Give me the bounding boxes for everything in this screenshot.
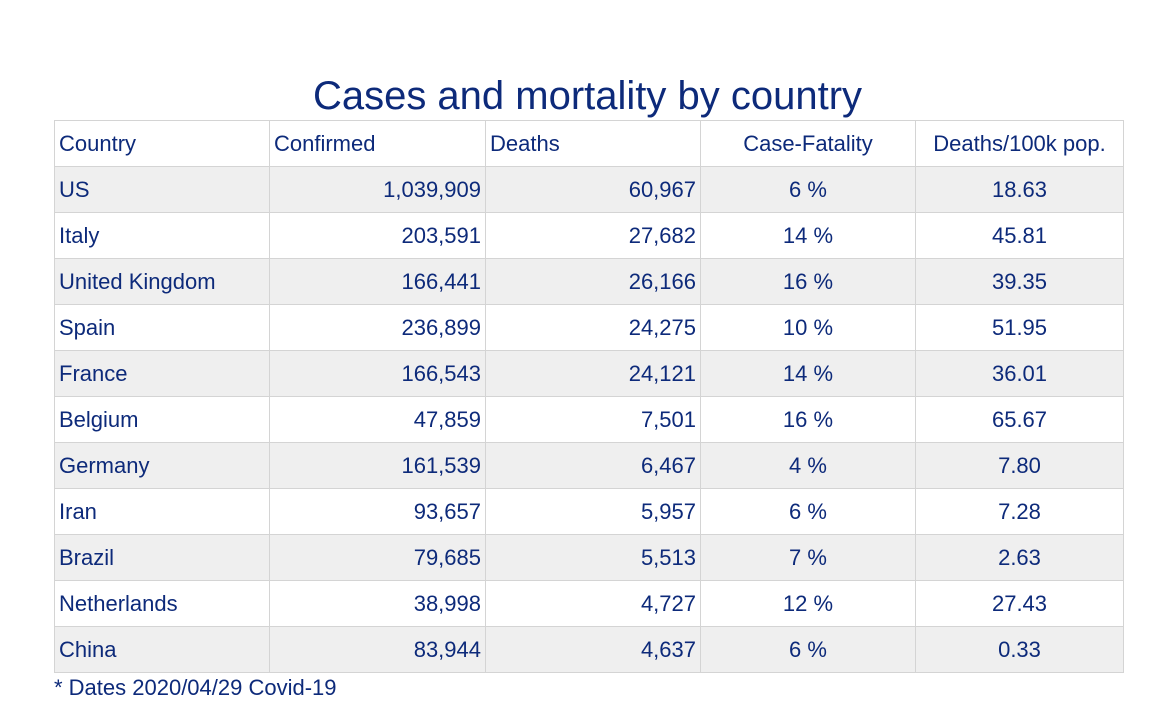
deaths-cell: 24,275 [485, 304, 701, 351]
deaths-per-100k-cell: 2.63 [915, 534, 1124, 581]
deaths-cell: 60,967 [485, 166, 701, 213]
country-cell: Italy [54, 212, 270, 259]
deaths-cell: 4,637 [485, 626, 701, 673]
case-fatality-cell: 6 % [700, 488, 916, 535]
country-cell: China [54, 626, 270, 673]
table-row: US 1,039,909 60,967 6 % 18.63 [54, 166, 1124, 213]
confirmed-cell: 83,944 [269, 626, 486, 673]
case-fatality-cell: 14 % [700, 212, 916, 259]
case-fatality-cell: 14 % [700, 350, 916, 397]
table-row: China 83,944 4,637 6 % 0.33 [54, 626, 1124, 673]
table-row: Netherlands 38,998 4,727 12 % 27.43 [54, 580, 1124, 627]
country-cell: Iran [54, 488, 270, 535]
deaths-cell: 5,513 [485, 534, 701, 581]
case-fatality-cell: 16 % [700, 396, 916, 443]
country-cell: Brazil [54, 534, 270, 581]
deaths-per-100k-cell: 0.33 [915, 626, 1124, 673]
deaths-cell: 27,682 [485, 212, 701, 259]
confirmed-cell: 79,685 [269, 534, 486, 581]
case-fatality-cell: 10 % [700, 304, 916, 351]
deaths-cell: 5,957 [485, 488, 701, 535]
table-row: Belgium 47,859 7,501 16 % 65.67 [54, 396, 1124, 443]
confirmed-cell: 203,591 [269, 212, 486, 259]
header-row: Country Confirmed Deaths Case-Fatality D… [54, 120, 1124, 167]
table-row: Iran 93,657 5,957 6 % 7.28 [54, 488, 1124, 535]
case-fatality-cell: 6 % [700, 166, 916, 213]
column-header-confirmed: Confirmed [269, 120, 486, 167]
country-cell: Netherlands [54, 580, 270, 627]
column-header-country: Country [54, 120, 270, 167]
footnote: * Dates 2020/04/29 Covid-19 [54, 675, 337, 700]
case-fatality-cell: 12 % [700, 580, 916, 627]
case-fatality-cell: 16 % [700, 258, 916, 305]
column-header-deaths-per-100k: Deaths/100k pop. [915, 120, 1124, 167]
table-row: Spain 236,899 24,275 10 % 51.95 [54, 304, 1124, 351]
country-cell: US [54, 166, 270, 213]
confirmed-cell: 166,543 [269, 350, 486, 397]
country-cell: United Kingdom [54, 258, 270, 305]
case-fatality-cell: 7 % [700, 534, 916, 581]
deaths-per-100k-cell: 36.01 [915, 350, 1124, 397]
deaths-cell: 4,727 [485, 580, 701, 627]
column-header-deaths: Deaths [485, 120, 701, 167]
deaths-cell: 26,166 [485, 258, 701, 305]
table-row: Brazil 79,685 5,513 7 % 2.63 [54, 534, 1124, 581]
table-row: Germany 161,539 6,467 4 % 7.80 [54, 442, 1124, 489]
deaths-per-100k-cell: 65.67 [915, 396, 1124, 443]
country-mortality-table: Country Confirmed Deaths Case-Fatality D… [54, 120, 1124, 673]
confirmed-cell: 1,039,909 [269, 166, 486, 213]
confirmed-cell: 93,657 [269, 488, 486, 535]
confirmed-cell: 236,899 [269, 304, 486, 351]
table-row: United Kingdom 166,441 26,166 16 % 39.35 [54, 258, 1124, 305]
confirmed-cell: 38,998 [269, 580, 486, 627]
table-row: France 166,543 24,121 14 % 36.01 [54, 350, 1124, 397]
deaths-cell: 24,121 [485, 350, 701, 397]
deaths-per-100k-cell: 7.80 [915, 442, 1124, 489]
table-row: Italy 203,591 27,682 14 % 45.81 [54, 212, 1124, 259]
case-fatality-cell: 6 % [700, 626, 916, 673]
case-fatality-cell: 4 % [700, 442, 916, 489]
deaths-per-100k-cell: 39.35 [915, 258, 1124, 305]
deaths-per-100k-cell: 51.95 [915, 304, 1124, 351]
column-header-case-fatality: Case-Fatality [700, 120, 916, 167]
deaths-per-100k-cell: 27.43 [915, 580, 1124, 627]
country-cell: Germany [54, 442, 270, 489]
confirmed-cell: 161,539 [269, 442, 486, 489]
deaths-per-100k-cell: 18.63 [915, 166, 1124, 213]
deaths-per-100k-cell: 45.81 [915, 212, 1124, 259]
deaths-per-100k-cell: 7.28 [915, 488, 1124, 535]
confirmed-cell: 166,441 [269, 258, 486, 305]
deaths-cell: 6,467 [485, 442, 701, 489]
deaths-cell: 7,501 [485, 396, 701, 443]
country-cell: Spain [54, 304, 270, 351]
table-title: Cases and mortality by country [312, 74, 863, 118]
country-cell: France [54, 350, 270, 397]
country-cell: Belgium [54, 396, 270, 443]
confirmed-cell: 47,859 [269, 396, 486, 443]
